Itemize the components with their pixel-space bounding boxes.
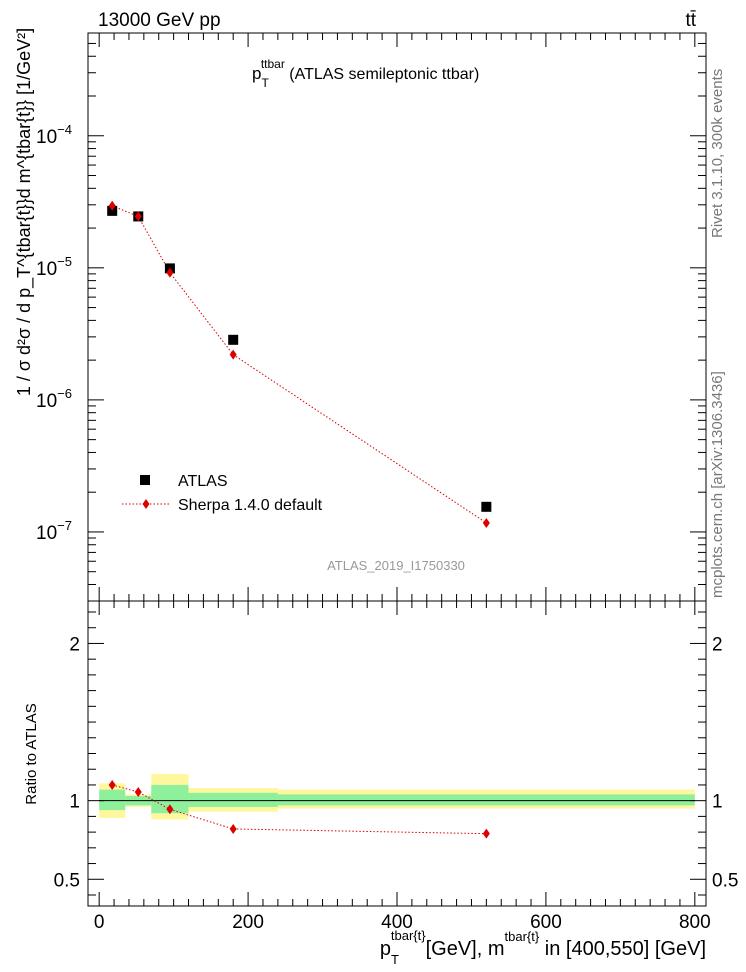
- y-tick-base: 10: [36, 259, 57, 280]
- sherpa-point: [482, 517, 490, 528]
- x-tick-label: 600: [530, 912, 562, 933]
- stat-uncertainty-band: [99, 789, 126, 811]
- stat-uncertainty-band: [277, 794, 695, 806]
- sherpa-point: [134, 211, 142, 222]
- sherpa-point: [229, 349, 237, 360]
- ratio-sherpa-point: [108, 779, 116, 790]
- ratio-tick-label: 0.5: [54, 870, 80, 891]
- atlas-point: [481, 501, 492, 512]
- x-label-rest: in [400,550] [GeV]: [539, 938, 706, 960]
- stat-uncertainty-band: [188, 792, 278, 807]
- x-axis-label: pTtbar{t}[GeV], mtbar{t} in [400,550] [G…: [380, 928, 706, 967]
- main-axes: 10−710−610−510−4: [36, 32, 707, 602]
- ratio-plot-panel: Ratio to ATLAS 0.5 0.5 1 1 2 2 0 200 400 600 800 p…: [23, 600, 738, 967]
- legend: ATLAS Sherpa 1.4.0 default: [122, 473, 323, 514]
- x-tick-label: 200: [232, 912, 264, 933]
- y-tick-exponent: −5: [57, 254, 72, 269]
- y-tick-base: 10: [36, 523, 57, 544]
- ratio-tick-label: 1: [69, 792, 80, 813]
- atlas-point: [107, 205, 118, 216]
- ratio-sherpa-point: [482, 828, 490, 839]
- y-tick-label: 10−4: [36, 122, 72, 148]
- legend-atlas-label: ATLAS: [178, 473, 228, 490]
- legend-atlas-marker: [140, 475, 150, 485]
- sherpa-point: [166, 267, 174, 278]
- legend-sherpa-label: Sherpa 1.4.0 default: [178, 497, 323, 514]
- ratio-mark-layer: [108, 779, 490, 839]
- y-tick-exponent: −7: [57, 518, 72, 533]
- y-tick-exponent: −6: [57, 386, 72, 401]
- x-label-sup2: tbar{t}: [505, 929, 540, 944]
- mcplots-label: mcplots.cern.ch [arXiv:1306.3436]: [709, 371, 726, 598]
- main-mark-layer: [107, 200, 492, 528]
- y-tick-label: 10−6: [36, 386, 72, 412]
- x-tick-label: 800: [679, 912, 711, 933]
- x-tick-label: 0: [94, 912, 105, 933]
- atlas-point: [228, 334, 239, 345]
- x-label-sup: tbar{t}: [391, 928, 426, 943]
- rivet-label: Rivet 3.1.10, 300k events: [709, 69, 726, 238]
- y-tick-exponent: −4: [57, 122, 72, 137]
- ratio-axes: 0.5 0.5 1 1 2 2 0 200 400 600 800: [54, 600, 738, 933]
- sherpa-point: [108, 200, 116, 211]
- ratio-tick-label-right: 2: [712, 634, 723, 655]
- y-tick-base: 10: [36, 127, 57, 148]
- y-tick-base: 10: [36, 391, 57, 412]
- main-frame: [87, 32, 707, 602]
- ratio-tick-label-right: 1: [712, 792, 723, 813]
- process-label: tt̄: [685, 10, 696, 31]
- ratio-sherpa-point: [134, 787, 142, 798]
- ratio-tick-label: 2: [69, 634, 80, 655]
- ratio-band-layer: [99, 773, 695, 820]
- y-tick-label: 10−7: [36, 518, 72, 544]
- main-title-p: p: [252, 64, 261, 83]
- watermark: ATLAS_2019_I1750330: [327, 558, 465, 573]
- energy-label: 13000 GeV pp: [98, 10, 221, 31]
- main-plot-panel: pTttbar (ATLAS semileptonic ttbar) 1 / σ…: [14, 28, 707, 602]
- y-axis-label-ratio: Ratio to ATLAS: [23, 703, 40, 804]
- ratio-sherpa-point: [166, 804, 174, 815]
- y-tick-label: 10−5: [36, 254, 72, 280]
- ratio-frame: [87, 600, 707, 907]
- y-axis-label-main: 1 / σ d²σ / d p_T^{tbar{t}}d m^{tbar{t}}…: [14, 28, 35, 396]
- sherpa-line: [112, 205, 487, 524]
- x-label-sub: T: [391, 952, 399, 967]
- x-label-p: p: [380, 938, 391, 960]
- x-tick-label: 400: [381, 912, 413, 933]
- main-title-rest: (ATLAS semileptonic ttbar): [285, 66, 479, 83]
- ratio-sherpa-point: [229, 823, 237, 834]
- main-title-sub: T: [261, 76, 269, 90]
- legend-sherpa-marker: [142, 499, 150, 509]
- main-line-layer: [112, 205, 487, 524]
- ratio-tick-label-right: 0.5: [712, 870, 738, 891]
- main-title: pTttbar (ATLAS semileptonic ttbar): [252, 57, 479, 90]
- x-label-mid: [GeV], m: [426, 938, 505, 960]
- main-title-sup: ttbar: [261, 57, 285, 71]
